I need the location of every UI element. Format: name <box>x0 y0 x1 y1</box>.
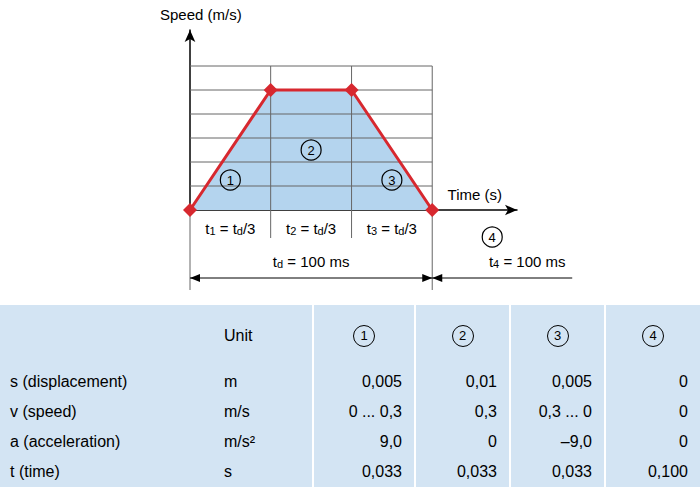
svg-text:d: d <box>317 224 324 237</box>
svg-text:= 100 ms: = 100 ms <box>283 253 349 270</box>
html-text:a (acceleration): a (acceleration) <box>10 433 121 450</box>
html-text:s: s <box>224 463 232 480</box>
svg-text:/3: /3 <box>404 220 417 237</box>
html-text:0: 0 <box>679 433 688 450</box>
html-text:t2: t2 <box>286 220 297 237</box>
svg-text:4: 4 <box>489 230 496 245</box>
html-text:2: 2 <box>458 328 467 343</box>
svg-text:d: d <box>236 224 243 237</box>
svg-text:= 100 ms: = 100 ms <box>499 253 565 270</box>
html-text:m: m <box>224 373 238 390</box>
html-text:td: td <box>272 253 284 270</box>
html-text:t1: t1 <box>205 220 216 237</box>
svg-text:/3: /3 <box>243 220 256 237</box>
html-text:t (time): t (time) <box>10 463 60 480</box>
svg-text:2: 2 <box>307 143 314 158</box>
svg-text:= t: = t <box>296 220 318 237</box>
html-text:0,3 ... 0: 0,3 ... 0 <box>538 403 592 420</box>
html-text:0: 0 <box>679 373 688 390</box>
svg-text:Time (s): Time (s) <box>448 186 502 203</box>
html-text:s (displacement): s (displacement) <box>10 373 128 390</box>
html-text:0,01: 0,01 <box>465 373 497 390</box>
svg-text:1: 1 <box>227 173 234 188</box>
html-text:0,033: 0,033 <box>552 463 592 480</box>
html-text:m/s²: m/s² <box>224 433 256 450</box>
html-text:t4: t4 <box>488 253 500 270</box>
svg-text:Speed (m/s): Speed (m/s) <box>160 6 242 23</box>
html-text:1: 1 <box>360 328 368 343</box>
html-text:0,005: 0,005 <box>362 373 402 390</box>
svg-text:d: d <box>398 224 405 237</box>
html-text:0 ... 0,3: 0 ... 0,3 <box>348 403 402 420</box>
html-text:0: 0 <box>679 403 688 420</box>
html-text:3: 3 <box>553 328 562 343</box>
html-text:t3: t3 <box>366 220 378 237</box>
html-text:m/s: m/s <box>224 403 250 420</box>
html-text:–9,0: –9,0 <box>560 433 592 450</box>
html-text:v (speed): v (speed) <box>10 403 77 420</box>
html-text:0,005: 0,005 <box>552 373 592 390</box>
html-text:0: 0 <box>488 433 497 450</box>
svg-text:= t: = t <box>377 220 399 237</box>
svg-text:= t: = t <box>216 220 238 237</box>
html-text:0,100: 0,100 <box>648 463 688 480</box>
html-text:0,033: 0,033 <box>457 463 497 480</box>
svg-text:/3: /3 <box>324 220 337 237</box>
html-text:Unit: Unit <box>224 327 253 344</box>
html-text:0,033: 0,033 <box>362 463 402 480</box>
html-text:9,0: 9,0 <box>379 433 402 450</box>
svg-text:3: 3 <box>388 173 395 188</box>
html-text:0,3: 0,3 <box>474 403 497 420</box>
html-text:4: 4 <box>649 328 657 343</box>
